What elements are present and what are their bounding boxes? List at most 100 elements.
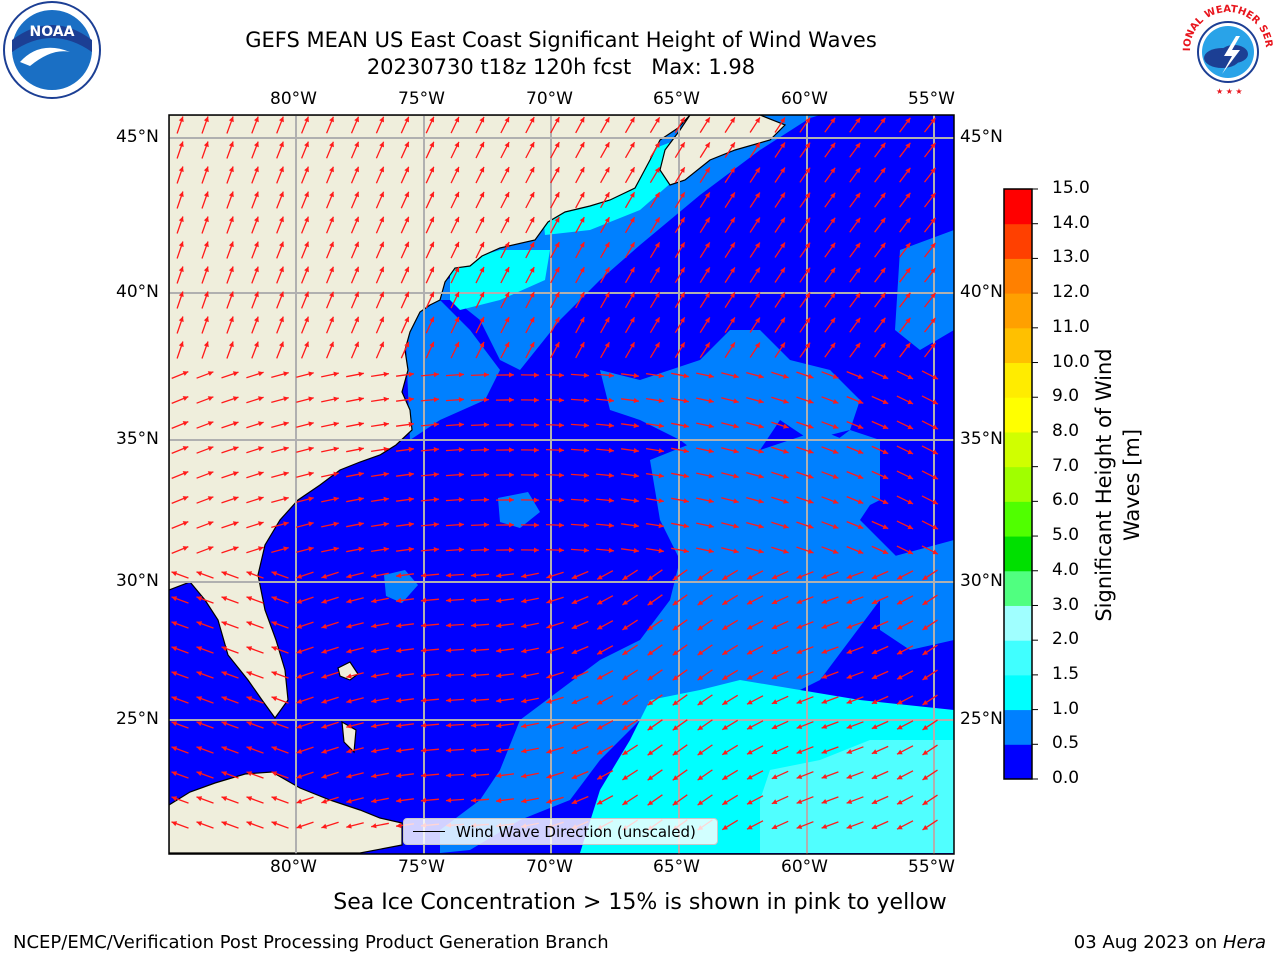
wind-wave-arrow <box>546 596 564 604</box>
wind-wave-arrow <box>375 266 385 284</box>
wind-wave-arrow <box>846 370 864 380</box>
wind-wave-arrow <box>622 669 638 681</box>
wind-wave-arrow <box>396 797 414 804</box>
wind-wave-arrow <box>276 141 284 159</box>
wind-wave-arrow <box>321 471 339 478</box>
wind-wave-arrow <box>871 370 889 380</box>
wind-wave-arrow <box>647 569 663 581</box>
wind-wave-arrow <box>721 522 739 529</box>
wind-wave-arrow <box>321 771 339 779</box>
wind-wave-arrow <box>647 644 663 656</box>
wind-wave-arrow <box>521 797 539 804</box>
wind-wave-arrow <box>400 116 410 134</box>
wind-wave-arrow <box>400 241 410 259</box>
wind-wave-arrow <box>450 291 460 309</box>
wind-wave-arrow <box>821 446 839 454</box>
wind-wave-arrow <box>300 216 310 234</box>
wind-wave-arrow <box>645 422 665 429</box>
wind-wave-arrow <box>251 166 259 184</box>
wind-wave-arrow <box>400 166 410 184</box>
wind-wave-arrow <box>196 571 214 579</box>
wind-wave-arrow <box>525 191 535 209</box>
wind-wave-arrow <box>420 522 440 528</box>
wind-wave-arrow <box>246 796 264 804</box>
wind-wave-arrow <box>896 370 914 380</box>
wind-wave-arrow <box>600 216 610 234</box>
wind-wave-arrow <box>346 496 364 503</box>
wind-wave-arrow <box>470 447 490 453</box>
wind-wave-arrow <box>176 266 184 284</box>
wind-wave-arrow <box>824 292 836 308</box>
wind-wave-arrow <box>420 497 440 503</box>
wind-wave-arrow <box>226 191 234 209</box>
colorbar-segment <box>1004 431 1032 468</box>
wind-wave-arrow <box>821 546 839 554</box>
wind-wave-arrow <box>300 191 310 209</box>
wind-wave-arrow <box>201 266 209 284</box>
wind-wave-arrow <box>921 395 939 405</box>
wind-wave-arrow <box>622 794 638 806</box>
wind-wave-arrow <box>196 621 214 629</box>
wind-wave-arrow <box>622 619 638 631</box>
wind-wave-arrow <box>622 569 638 581</box>
wind-wave-arrow <box>771 521 789 529</box>
wind-wave-arrow <box>796 621 814 629</box>
wind-wave-arrow <box>774 317 786 333</box>
wind-wave-arrow <box>470 422 490 428</box>
wind-wave-arrow <box>774 292 786 308</box>
lat-tick-left: 40°N <box>116 282 159 302</box>
wind-wave-arrow <box>749 192 761 208</box>
wind-wave-arrow <box>321 721 339 729</box>
wind-wave-arrow <box>871 670 889 680</box>
wind-wave-arrow <box>545 397 565 403</box>
wind-wave-arrow <box>697 619 713 631</box>
wind-wave-arrow <box>699 267 711 283</box>
wind-wave-arrow <box>671 497 689 504</box>
wind-wave-arrow <box>821 746 839 754</box>
wind-wave-arrow <box>571 645 589 655</box>
wind-wave-arrow <box>221 721 239 729</box>
wind-wave-arrow <box>296 771 314 779</box>
wind-wave-arrow <box>196 546 214 554</box>
wind-wave-arrow <box>672 619 688 631</box>
wind-wave-arrow <box>396 772 414 779</box>
wind-wave-arrow <box>251 241 259 259</box>
wind-wave-arrow <box>923 167 937 183</box>
wind-wave-arrow <box>699 292 711 308</box>
wind-wave-arrow <box>201 191 209 209</box>
wind-wave-arrow <box>346 446 364 453</box>
wind-wave-arrow <box>649 241 661 259</box>
wind-wave-arrow <box>724 317 736 333</box>
wind-wave-arrow <box>600 266 610 284</box>
wind-wave-arrow <box>721 422 739 429</box>
wind-wave-arrow <box>396 546 414 553</box>
svg-text:NOAA: NOAA <box>30 24 75 40</box>
wind-wave-arrow <box>600 166 610 184</box>
wind-wave-arrow <box>671 472 689 479</box>
wind-wave-arrow <box>445 597 465 603</box>
wind-wave-arrow <box>276 166 284 184</box>
wind-wave-arrow <box>475 316 485 334</box>
wind-wave-arrow <box>271 571 289 579</box>
wind-wave-arrow <box>746 620 764 630</box>
wind-wave-arrow <box>325 216 335 234</box>
wind-wave-arrow <box>251 266 259 284</box>
wind-wave-arrow <box>871 545 889 555</box>
wind-wave-arrow <box>370 471 390 478</box>
wind-wave-arrow <box>721 719 739 731</box>
wind-wave-arrow <box>721 644 739 656</box>
wind-wave-arrow <box>671 447 689 454</box>
wind-wave-arrow <box>821 771 839 779</box>
wind-wave-arrow <box>346 672 364 679</box>
wind-wave-arrow <box>171 821 189 829</box>
wind-wave-arrow <box>796 446 814 454</box>
wind-wave-arrow <box>396 396 414 403</box>
wind-wave-arrow <box>271 671 289 679</box>
wind-wave-arrow <box>575 341 585 359</box>
wind-wave-arrow <box>624 266 636 284</box>
wind-wave-arrow <box>176 166 184 184</box>
wind-wave-arrow <box>923 342 937 358</box>
wind-wave-arrow <box>396 597 414 604</box>
wind-wave-arrow <box>496 597 514 604</box>
wind-wave-arrow <box>346 747 364 754</box>
